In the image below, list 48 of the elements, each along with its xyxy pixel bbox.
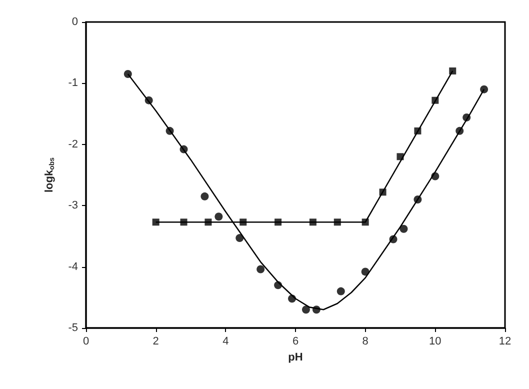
- x-tick-label: 0: [82, 336, 90, 348]
- point: [124, 70, 132, 78]
- x-tick-label: 6: [292, 336, 299, 348]
- point: [480, 85, 488, 94]
- x-tick-label: 8: [362, 336, 368, 348]
- point: [214, 212, 223, 221]
- point: [462, 113, 471, 122]
- point: [274, 281, 282, 290]
- x-tick-label: 12: [498, 336, 512, 348]
- point: [432, 96, 439, 104]
- point: [180, 218, 188, 226]
- point: [361, 268, 370, 276]
- point: [336, 287, 345, 296]
- point: [379, 188, 386, 196]
- point: [456, 126, 464, 135]
- x-axis-title: pH: [288, 351, 303, 364]
- point: [256, 265, 265, 274]
- point: [302, 306, 310, 314]
- point: [180, 145, 188, 154]
- y-tick-label: -1: [68, 77, 78, 90]
- point: [274, 218, 282, 226]
- point: [144, 96, 153, 104]
- point: [400, 224, 408, 233]
- point: [200, 192, 209, 200]
- point: [236, 234, 244, 242]
- point: [334, 218, 341, 226]
- x-tick-label: 4: [222, 336, 229, 348]
- x-tick-label: 10: [429, 336, 442, 348]
- point: [431, 172, 440, 180]
- point: [414, 127, 422, 134]
- point: [396, 153, 404, 160]
- x-tick-label: 2: [152, 336, 159, 348]
- y-tick-label: -2: [68, 138, 78, 150]
- point: [312, 306, 320, 314]
- y-tick-label: 0: [72, 16, 78, 28]
- point: [204, 218, 212, 226]
- point: [449, 67, 456, 74]
- point: [240, 218, 247, 226]
- point: [166, 126, 174, 135]
- y-tick-label: -4: [68, 260, 78, 273]
- y-tick-label: -5: [68, 322, 78, 334]
- point: [152, 218, 160, 226]
- point: [288, 294, 296, 303]
- point: [414, 195, 422, 204]
- point: [362, 218, 369, 226]
- y-tick-label: -3: [68, 200, 78, 212]
- point: [309, 218, 316, 226]
- point: [389, 235, 398, 244]
